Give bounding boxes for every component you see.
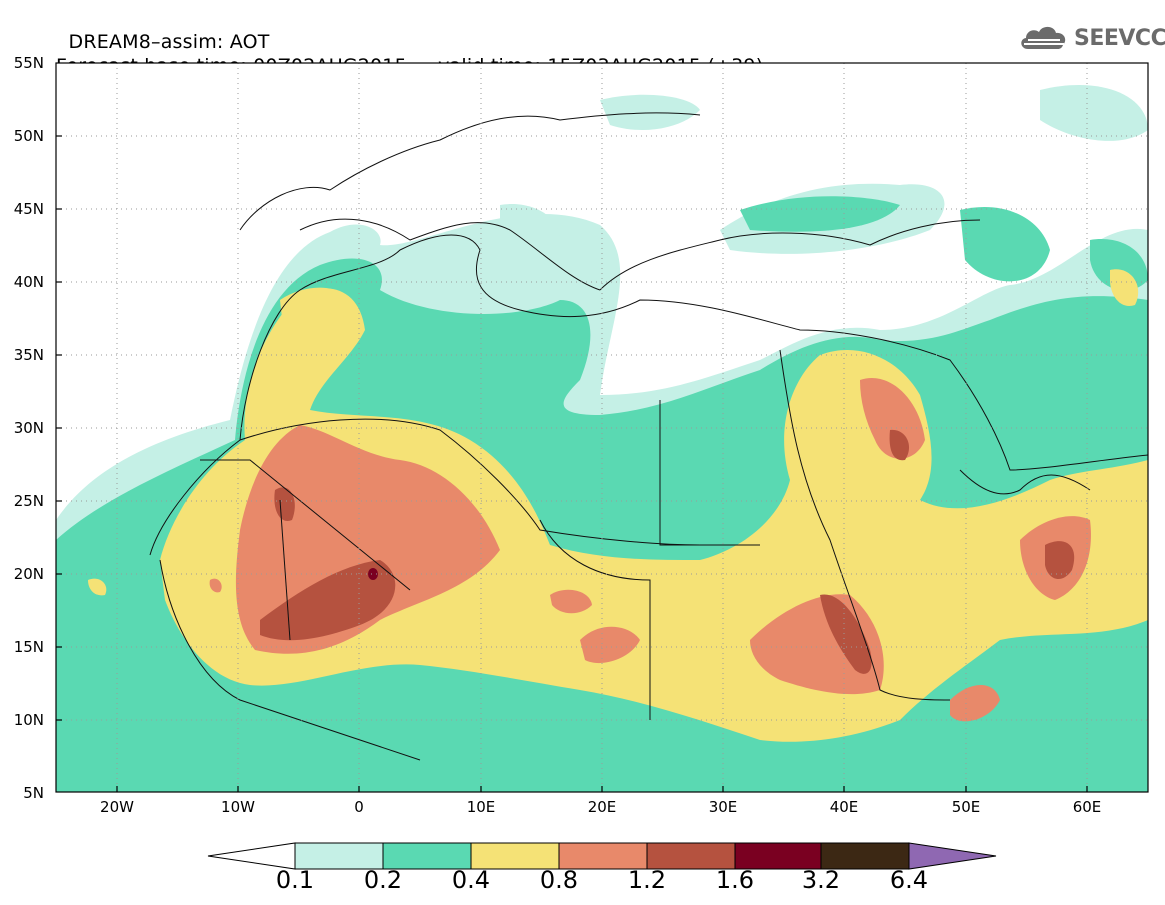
colorbar-label-6.4: 6.4: [889, 866, 929, 894]
colorbar-upper-arrow: [908, 842, 997, 870]
lat-label-25n: 25N: [13, 492, 44, 510]
lon-label-10w: 10W: [221, 798, 255, 816]
lon-label-10e: 10E: [466, 798, 496, 816]
lat-label-40n: 40N: [13, 273, 44, 291]
map-frame: [55, 62, 1149, 793]
lat-label-10n: 10N: [13, 711, 44, 729]
lon-label-50e: 50E: [951, 798, 981, 816]
colorbar-label-3.2: 3.2: [801, 866, 841, 894]
lon-label-0: 0: [354, 798, 364, 816]
lon-label-20w: 20W: [100, 798, 134, 816]
colorbar-label-1.2: 1.2: [627, 866, 667, 894]
colorbar-segment-3.2: [820, 842, 910, 870]
lon-label-60e: 60E: [1072, 798, 1102, 816]
seevccc-logo: SEEVCCC: [1018, 22, 1165, 54]
cloud-icon: [1021, 26, 1066, 49]
colorbar-segment-0.2: [382, 842, 472, 870]
colorbar-label-1.6: 1.6: [715, 866, 755, 894]
colorbar-label-0.2: 0.2: [363, 866, 403, 894]
aot-level-1.6: [368, 568, 378, 580]
lon-label-40e: 40E: [829, 798, 859, 816]
lat-label-50n: 50N: [13, 127, 44, 145]
grid-lines: [56, 63, 1148, 792]
lat-label-15n: 15N: [13, 638, 44, 656]
aot-level-1.2: [260, 429, 1075, 674]
logo-text: SEEVCCC: [1074, 25, 1165, 51]
colorbar-segment-1.6: [734, 842, 822, 870]
colorbar-label-0.4: 0.4: [451, 866, 491, 894]
colorbar-label-0.8: 0.8: [539, 866, 579, 894]
lat-label-55n: 55N: [13, 54, 44, 72]
lat-label-45n: 45N: [13, 200, 44, 218]
coastlines: [149, 112, 1148, 761]
colorbar: [207, 842, 997, 870]
lat-label-5n: 5N: [23, 784, 44, 802]
colorbar-segment-1.2: [646, 842, 736, 870]
lon-label-30e: 30E: [708, 798, 738, 816]
lat-label-30n: 30N: [13, 419, 44, 437]
lat-label-20n: 20N: [13, 565, 44, 583]
title-line-1: DREAM8–assim: AOT: [68, 31, 270, 53]
colorbar-segment-0.1: [294, 842, 384, 870]
lon-label-20e: 20E: [587, 798, 617, 816]
lat-label-35n: 35N: [13, 346, 44, 364]
colorbar-label-0.1: 0.1: [275, 866, 315, 894]
